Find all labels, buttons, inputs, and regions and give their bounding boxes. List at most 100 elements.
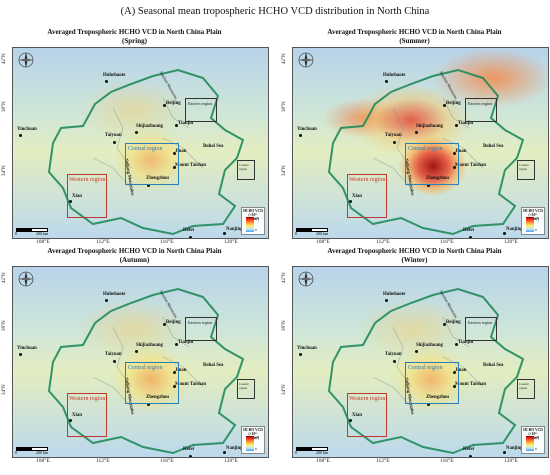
city-dot-taiyuan [393, 141, 396, 144]
lon-label-112: 112°E [376, 458, 390, 464]
color-legend: HCHO VCD (×10¹⁵ mol/m²) 16 0 [241, 426, 265, 454]
city-dot-shijiazhuang [415, 350, 418, 353]
city-label-zhengzhou: Zhengzhou [146, 176, 169, 181]
central-region-box: Central region [125, 143, 179, 185]
city-dot-tianjin [175, 343, 178, 346]
city-label-jinan: Jinan [175, 368, 187, 373]
panel-season: (Summer) [399, 36, 430, 45]
city-label-shijiazhuang: Shijiazhuang [416, 124, 443, 129]
city-dot-huhehaote [105, 80, 108, 83]
eastern-region-box: Eastern region [465, 317, 497, 341]
city-label-beijing: Beijing [446, 320, 461, 325]
legend-low: 0 [255, 447, 257, 451]
city-label-mount_taishan: Mount Taishan [175, 163, 207, 168]
lat-label-34: 34°N [2, 384, 7, 395]
panel-title: Averaged Tropospheric HCHO VCD in North … [282, 247, 547, 264]
panel-season: (Spring) [122, 36, 147, 45]
city-dot-beijing [443, 104, 446, 107]
city-label-zhengzhou: Zhengzhou [426, 395, 449, 400]
study-area-outline [47, 287, 245, 455]
eastern-region-label: Eastern region [188, 101, 213, 106]
legend-title-text: HCHO VCD [523, 428, 543, 432]
scale-bar: 0 200 km [295, 228, 336, 236]
panel-title: Averaged Tropospheric HCHO VCD in North … [2, 28, 267, 45]
central-region-label: Central region [128, 365, 163, 371]
city-label-hefei: Hefei [183, 228, 194, 233]
city-dot-jinan [453, 371, 456, 374]
eastern-region-box: Eastern region [185, 317, 217, 341]
legend-title-text: HCHO VCD [523, 209, 543, 213]
legend-high: 16 [255, 216, 259, 220]
city-dot-taiyuan [113, 360, 116, 363]
city-label-tianjin: Tianjin [178, 340, 194, 345]
city-label-hefei: Hefei [183, 447, 194, 452]
panel-title: Averaged Tropospheric HCHO VCD in North … [2, 247, 267, 264]
lat-label-42: 42°N [2, 272, 7, 283]
city-label-beijing: Beijing [166, 320, 181, 325]
western-region-box: Western region [347, 393, 387, 437]
coastal-region-label: Coastal region [239, 382, 249, 390]
city-dot-huhehaote [385, 299, 388, 302]
city-label-bohai_sea: Bohai Sea [483, 144, 504, 149]
scale-bar-graphic [16, 447, 48, 451]
city-label-tianjin: Tianjin [458, 121, 474, 126]
scale-distance: 200 km [36, 231, 49, 236]
city-label-taiyuan: Taiyuan [105, 352, 122, 357]
central-region-label: Central region [128, 146, 163, 152]
city-dot-yinchuan [19, 134, 22, 137]
central-region-box: Central region [405, 362, 459, 404]
western-region-box: Western region [67, 174, 107, 218]
city-dot-hefei [189, 236, 192, 238]
western-region-label: Western region [349, 396, 386, 402]
city-label-xian: Xian [72, 413, 82, 418]
lat-label-34: 34°N [282, 165, 287, 176]
city-dot-xian [69, 200, 72, 203]
city-label-shijiazhuang: Shijiazhuang [136, 124, 163, 129]
legend-high: 16 [255, 435, 259, 439]
city-label-mount_taishan: Mount Taishan [175, 382, 207, 387]
city-dot-zhengzhou [427, 403, 430, 406]
legend-low: 0 [535, 228, 537, 232]
city-label-bohai_sea: Bohai Sea [203, 363, 224, 368]
legend-title-text: HCHO VCD [243, 428, 263, 432]
city-dot-shijiazhuang [135, 131, 138, 134]
study-area-outline [327, 287, 525, 455]
legend-high: 16 [535, 216, 539, 220]
legend-colorbar [246, 217, 254, 232]
city-label-nanjing: Nanjing [226, 227, 243, 232]
scale-bar-graphic [296, 228, 328, 232]
city-label-bohai_sea: Bohai Sea [483, 363, 504, 368]
city-dot-tianjin [455, 343, 458, 346]
lon-label-108: 108°E [316, 458, 330, 464]
western-region-box: Western region [67, 393, 107, 437]
scale-bar: 0 200 km [15, 228, 56, 236]
city-dot-beijing [163, 104, 166, 107]
city-label-hefei: Hefei [463, 447, 474, 452]
color-legend: HCHO VCD (×10¹⁵ mol/m²) 16 0 [241, 207, 265, 235]
city-dot-mount_taishan [173, 385, 176, 388]
color-legend: HCHO VCD (×10¹⁵ mol/m²) 16 0 [521, 426, 545, 454]
legend-colorbar [526, 217, 534, 232]
lon-label-108: 108°E [316, 239, 330, 245]
city-dot-yinchuan [19, 353, 22, 356]
north-arrow-icon [297, 51, 315, 69]
lon-label-120: 120°E [224, 458, 238, 464]
city-label-yinchuan: Yinchuan [17, 346, 37, 351]
study-area-outline [47, 68, 245, 236]
lon-label-116: 116°E [160, 458, 174, 464]
heat-map: Huhehaote Beijing Tianjin Yinchuan Taiyu… [292, 47, 549, 239]
central-region-box: Central region [405, 143, 459, 185]
city-dot-shijiazhuang [415, 131, 418, 134]
city-label-zhengzhou: Zhengzhou [426, 176, 449, 181]
lon-label-120: 120°E [504, 458, 518, 464]
city-dot-hefei [469, 455, 472, 457]
city-dot-beijing [443, 323, 446, 326]
western-region-label: Western region [349, 177, 386, 183]
city-dot-taiyuan [393, 360, 396, 363]
city-dot-mount_taishan [453, 166, 456, 169]
city-dot-beijing [163, 323, 166, 326]
figure-title: (A) Seasonal mean tropospheric HCHO VCD … [120, 6, 430, 17]
city-label-tianjin: Tianjin [458, 340, 474, 345]
coastal-region-label: Coastal region [519, 382, 529, 390]
city-label-mount_taishan: Mount Taishan [455, 382, 487, 387]
